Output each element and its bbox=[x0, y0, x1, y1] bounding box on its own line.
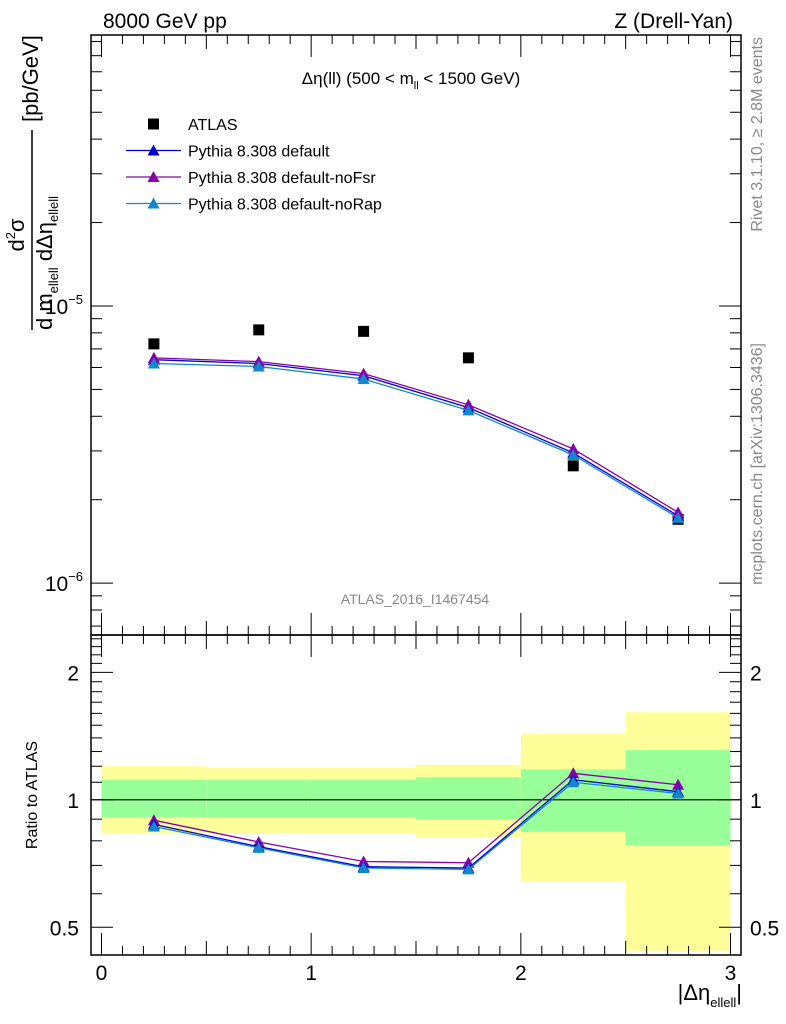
atlas-data-point bbox=[358, 325, 370, 337]
ratio-axis-ticks bbox=[91, 635, 741, 955]
legend-label: ATLAS bbox=[188, 117, 238, 134]
legend-item-default: Pythia 8.308 default bbox=[126, 144, 330, 161]
atlas-data-point bbox=[148, 338, 160, 350]
ratio-point-noFsr bbox=[567, 767, 580, 779]
ratio-y-tick-label-right: 0.5 bbox=[750, 917, 779, 940]
ratio-point-noRap bbox=[462, 863, 475, 875]
mc-point-noRap bbox=[147, 357, 160, 369]
ratio-line-noFsr bbox=[153, 772, 679, 864]
mc-point-noRap bbox=[672, 511, 685, 523]
series-line-default bbox=[153, 359, 679, 517]
legend-item-noRap: Pythia 8.308 default-noRap bbox=[126, 197, 382, 214]
ratio-panel: 0.5 0.5 1 1 2 2 0 1 2 3 Ratio to ATLAS |Δηellell| bbox=[24, 634, 779, 1010]
ratio-x-tick-label: 1 bbox=[305, 962, 317, 985]
atlas-data-point bbox=[253, 324, 265, 336]
rivet-version-text: Rivet 3.1.10, ≥ 2.8M events bbox=[749, 37, 766, 232]
atlas-data-point bbox=[462, 352, 474, 364]
main-axis-ticks bbox=[91, 35, 741, 635]
ratio-band-inner bbox=[206, 779, 312, 818]
legend: ATLAS Pythia 8.308 default Pythia 8.308 de… bbox=[126, 117, 382, 214]
legend-marker-triangle bbox=[147, 171, 160, 182]
main-y-tick-label: 10−5 bbox=[45, 292, 83, 319]
ratio-point-noRap bbox=[567, 776, 580, 788]
ratio-point-noRap bbox=[147, 820, 160, 832]
ratio-y-tick-label-left: 0.5 bbox=[50, 917, 79, 940]
ylabel-numerator: d2σ bbox=[3, 218, 29, 251]
legend-marker-triangle bbox=[147, 144, 160, 156]
mc-point-noFsr bbox=[462, 398, 475, 410]
header-right: Z (Drell-Yan) bbox=[614, 10, 733, 33]
ratio-x-tick-label: 3 bbox=[725, 962, 737, 985]
legend-label: Pythia 8.308 default-noFsr bbox=[188, 170, 376, 187]
ratio-y-tick-label-left: 2 bbox=[67, 662, 79, 685]
ratio-point-noFsr bbox=[672, 778, 685, 790]
series-line-noFsr bbox=[153, 357, 679, 513]
legend-label: Pythia 8.308 default-noRap bbox=[188, 197, 382, 214]
main-y-tick-label: 10−6 bbox=[45, 569, 83, 596]
main-plot-title: Δη(ll) (500 < mll < 1500 GeV) bbox=[302, 69, 520, 92]
mc-point-noRap bbox=[252, 360, 265, 372]
main-data-layer bbox=[147, 324, 685, 525]
ratio-uncertainty-bands bbox=[91, 712, 741, 951]
ratio-y-tick-label-left: 1 bbox=[67, 790, 79, 813]
legend-label: Pythia 8.308 default bbox=[188, 144, 330, 161]
ratio-x-tick-label: 2 bbox=[515, 962, 527, 985]
ratio-y-tick-label-right: 1 bbox=[750, 790, 762, 813]
legend-marker-triangle bbox=[147, 197, 160, 209]
ratio-xlabel: |Δηellell| bbox=[678, 980, 742, 1010]
main-y-tick-labels: 10−5 10−6 bbox=[45, 292, 83, 596]
ratio-tick-labels: 0.5 0.5 1 1 2 2 0 1 2 3 bbox=[50, 662, 779, 985]
mc-point-noFsr bbox=[147, 351, 160, 363]
header-left: 8000 GeV pp bbox=[103, 10, 227, 33]
ratio-band-inner bbox=[311, 779, 416, 818]
main-ylabel: d2σ d mellell dΔηellell [pb/GeV] bbox=[3, 35, 61, 330]
atlas-data-point bbox=[567, 460, 579, 472]
ratio-point-noRap bbox=[672, 787, 685, 799]
ratio-line-default bbox=[153, 779, 679, 869]
mcplots-reference-text: mcplots.cern.ch [arXiv:1306.3436] bbox=[749, 343, 766, 585]
series-line-noRap bbox=[153, 362, 679, 519]
main-panel: 10−5 10−6 Δη(ll) (500 < mll < 1500 GeV) A… bbox=[45, 34, 742, 636]
ratio-x-tick-label: 0 bbox=[96, 962, 108, 985]
ylabel-unit: [pb/GeV] bbox=[18, 35, 43, 122]
ratio-ylabel: Ratio to ATLAS bbox=[24, 741, 41, 849]
ratio-y-tick-label-right: 2 bbox=[750, 662, 762, 685]
mc-point-noFsr bbox=[567, 442, 580, 454]
analysis-watermark: ATLAS_2016_I1467454 bbox=[341, 591, 490, 607]
ratio-point-noRap bbox=[357, 862, 370, 874]
legend-item-atlas: ATLAS bbox=[148, 117, 238, 134]
mc-point-noRap bbox=[462, 404, 475, 416]
ratio-data-layer bbox=[147, 767, 685, 875]
ratio-line-noRap bbox=[153, 781, 679, 871]
mc-point-noRap bbox=[357, 373, 370, 385]
legend-marker-square bbox=[148, 118, 159, 130]
ratio-point-noRap bbox=[252, 841, 265, 853]
ratio-band-inner bbox=[101, 779, 207, 818]
ratio-band-inner bbox=[416, 777, 521, 820]
legend-item-noFsr: Pythia 8.308 default-noFsr bbox=[126, 170, 376, 187]
mc-point-noRap bbox=[567, 448, 580, 460]
